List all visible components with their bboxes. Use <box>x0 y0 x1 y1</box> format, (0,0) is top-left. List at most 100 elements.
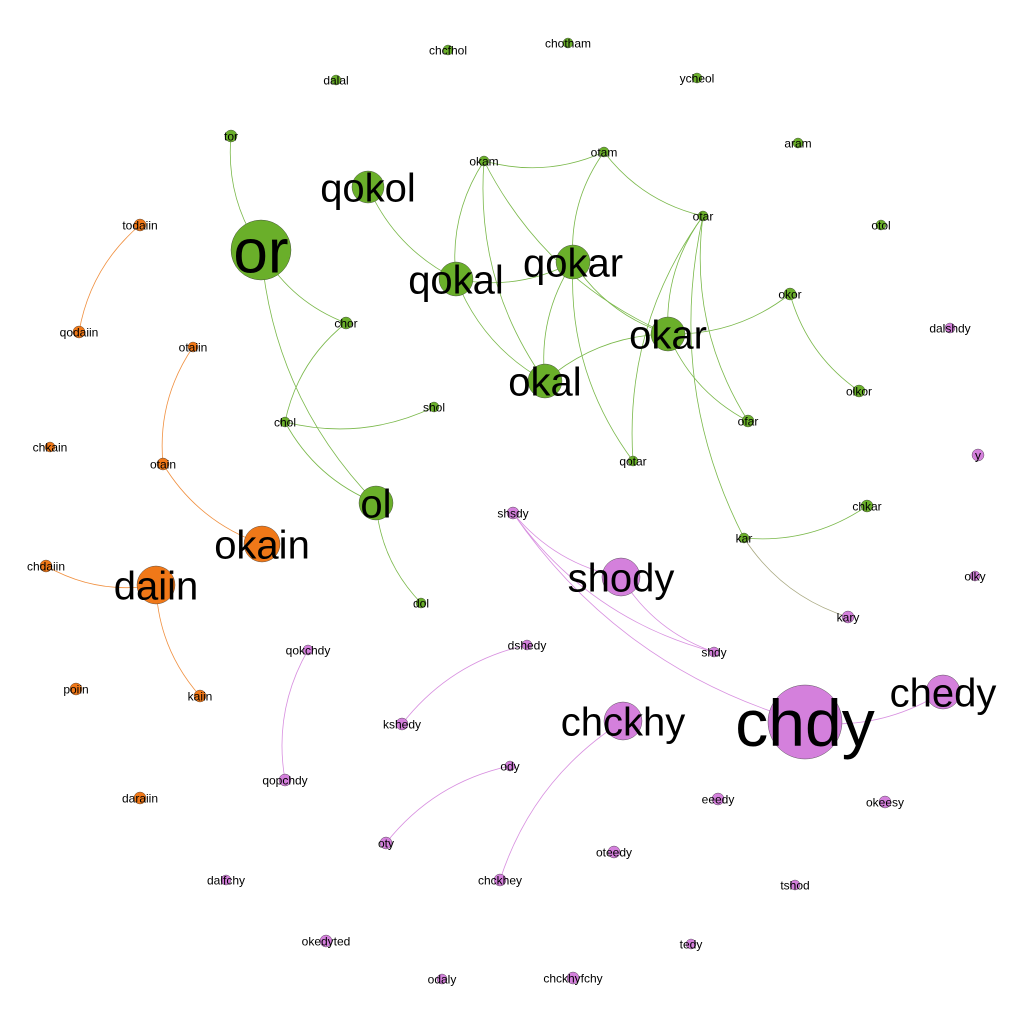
node-otam[interactable] <box>598 146 610 158</box>
node-circle-chckhy[interactable] <box>603 701 643 741</box>
node-shody[interactable] <box>601 557 641 597</box>
node-circle-qokar[interactable] <box>555 244 591 280</box>
node-tor[interactable] <box>224 129 238 143</box>
node-circle-chkar[interactable] <box>860 499 874 513</box>
node-otol[interactable] <box>875 219 887 231</box>
node-circle-ycheol[interactable] <box>691 72 703 84</box>
node-daraiin[interactable] <box>133 791 147 805</box>
node-circle-ody[interactable] <box>504 760 516 772</box>
node-kary[interactable] <box>841 610 855 624</box>
node-qopchdy[interactable] <box>278 773 292 787</box>
node-otar[interactable] <box>697 210 709 222</box>
node-okal[interactable] <box>527 363 563 399</box>
node-shol[interactable] <box>428 401 440 413</box>
node-circle-qodaiin[interactable] <box>72 325 86 339</box>
node-circle-chkain[interactable] <box>44 441 56 453</box>
node-dshedy[interactable] <box>521 639 533 651</box>
node-circle-chckhey[interactable] <box>493 873 507 887</box>
node-circle-daiin[interactable] <box>136 565 176 605</box>
node-circle-chcfhol[interactable] <box>442 44 454 56</box>
node-kshedy[interactable] <box>395 717 409 731</box>
node-okain[interactable] <box>243 525 281 563</box>
node-circle-chdaiin[interactable] <box>39 559 53 573</box>
node-qokol[interactable] <box>351 170 385 204</box>
node-chckhey[interactable] <box>493 873 507 887</box>
node-circle-otain[interactable] <box>156 457 170 471</box>
node-circle-chedy[interactable] <box>925 674 961 710</box>
node-shsdy[interactable] <box>506 506 520 520</box>
node-circle-qotar[interactable] <box>627 455 639 467</box>
node-chdaiin[interactable] <box>39 559 53 573</box>
node-circle-poiin[interactable] <box>69 682 83 696</box>
node-circle-qokal[interactable] <box>438 261 474 297</box>
node-olkor[interactable] <box>852 384 866 398</box>
node-chotham[interactable] <box>562 37 574 49</box>
node-oteedy[interactable] <box>607 845 621 859</box>
node-circle-okeesy[interactable] <box>878 795 892 809</box>
node-circle-oteedy[interactable] <box>607 845 621 859</box>
node-ycheol[interactable] <box>691 72 703 84</box>
node-circle-tor[interactable] <box>224 129 238 143</box>
node-dalshdy[interactable] <box>944 322 956 334</box>
node-circle-or[interactable] <box>230 219 292 281</box>
node-aram[interactable] <box>792 137 804 149</box>
node-circle-chol[interactable] <box>279 416 291 428</box>
node-shdy[interactable] <box>708 646 720 658</box>
node-odaly[interactable] <box>436 973 448 985</box>
node-circle-daraiin[interactable] <box>133 791 147 805</box>
node-ol[interactable] <box>358 485 394 521</box>
node-circle-dol[interactable] <box>415 597 427 609</box>
node-okor[interactable] <box>783 287 797 301</box>
node-todaiin[interactable] <box>133 218 147 232</box>
node-circle-kary[interactable] <box>841 610 855 624</box>
node-circle-dalfchy[interactable] <box>220 874 232 886</box>
node-circle-chdy[interactable] <box>767 684 843 760</box>
node-circle-otam[interactable] <box>598 146 610 158</box>
node-circle-qokol[interactable] <box>351 170 385 204</box>
node-dalfchy[interactable] <box>220 874 232 886</box>
node-circle-otol[interactable] <box>875 219 887 231</box>
node-dalal[interactable] <box>330 74 342 86</box>
node-circle-todaiin[interactable] <box>133 218 147 232</box>
node-tedy[interactable] <box>685 938 697 950</box>
node-qokar[interactable] <box>555 244 591 280</box>
node-qotar[interactable] <box>627 455 639 467</box>
node-dol[interactable] <box>415 597 427 609</box>
node-okeesy[interactable] <box>878 795 892 809</box>
node-circle-okam[interactable] <box>478 155 490 167</box>
node-qokal[interactable] <box>438 261 474 297</box>
node-circle-shol[interactable] <box>428 401 440 413</box>
node-circle-qokchdy[interactable] <box>302 644 314 656</box>
node-circle-eeedy[interactable] <box>711 792 725 806</box>
node-circle-y[interactable] <box>971 448 985 462</box>
node-ody[interactable] <box>504 760 516 772</box>
node-circle-okal[interactable] <box>527 363 563 399</box>
node-circle-qopchdy[interactable] <box>278 773 292 787</box>
node-circle-dshedy[interactable] <box>521 639 533 651</box>
node-daiin[interactable] <box>136 565 176 605</box>
node-circle-kshedy[interactable] <box>395 717 409 731</box>
node-circle-odaly[interactable] <box>436 973 448 985</box>
node-y[interactable] <box>971 448 985 462</box>
node-circle-aram[interactable] <box>792 137 804 149</box>
node-chol[interactable] <box>279 416 291 428</box>
node-circle-kar[interactable] <box>738 532 750 544</box>
node-otaiin[interactable] <box>187 341 199 353</box>
node-circle-oty[interactable] <box>379 836 393 850</box>
node-circle-shsdy[interactable] <box>506 506 520 520</box>
node-circle-tedy[interactable] <box>685 938 697 950</box>
node-okam[interactable] <box>478 155 490 167</box>
node-chkain[interactable] <box>44 441 56 453</box>
node-okar[interactable] <box>650 316 686 352</box>
node-circle-shody[interactable] <box>601 557 641 597</box>
node-qokchdy[interactable] <box>302 644 314 656</box>
node-circle-kaiin[interactable] <box>193 689 207 703</box>
node-chckhy[interactable] <box>603 701 643 741</box>
node-circle-otar[interactable] <box>697 210 709 222</box>
node-circle-dalshdy[interactable] <box>944 322 956 334</box>
node-okedyted[interactable] <box>319 934 333 948</box>
node-circle-ofar[interactable] <box>741 414 755 428</box>
node-chor[interactable] <box>339 316 353 330</box>
node-circle-chor[interactable] <box>339 316 353 330</box>
node-poiin[interactable] <box>69 682 83 696</box>
